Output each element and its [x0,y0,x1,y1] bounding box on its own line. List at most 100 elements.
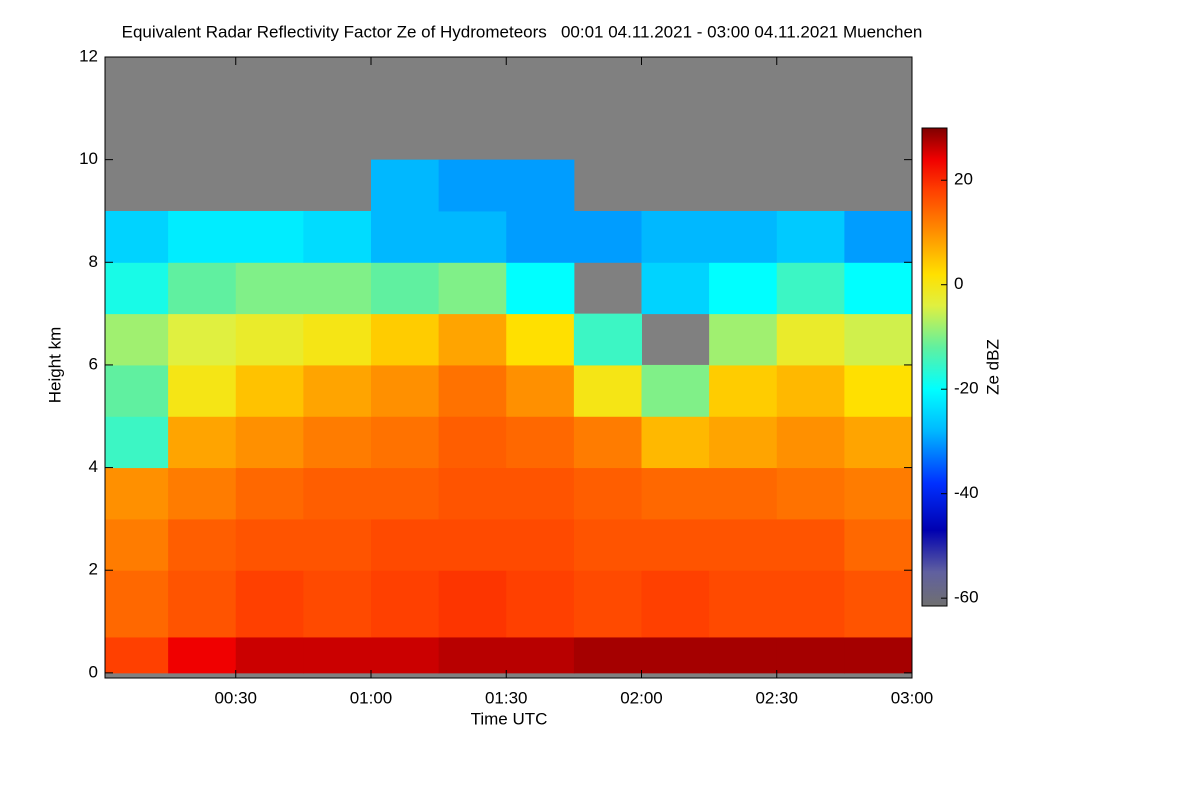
x-tick-label: 02:30 [755,688,798,707]
heatmap-cell [105,313,169,366]
heatmap-cell [573,313,642,366]
heatmap-cell [438,518,507,571]
heatmap-cell [844,364,913,417]
heatmap-cell [105,636,169,674]
heatmap-cell [641,210,710,263]
heatmap-cell [168,636,237,674]
y-tick-label: 8 [89,252,98,271]
heatmap-cell [370,313,440,366]
heatmap-cell [844,262,913,315]
heatmap-cell [776,467,845,520]
heatmap-cell [168,570,237,638]
y-tick-label: 6 [89,354,98,373]
heatmap-cell [370,570,440,638]
heatmap-cell [168,467,237,520]
heatmap-cell [438,570,507,638]
y-tick-label: 10 [79,149,98,168]
colorbar-tick-label: 0 [954,274,963,293]
heatmap-cell [370,518,440,571]
heatmap-cell [506,416,575,469]
heatmap-cell [844,467,913,520]
heatmap-cell [709,262,778,315]
heatmap-cell [573,636,642,674]
heatmap-cell [438,159,507,212]
heatmap-cell [370,159,440,212]
heatmap-cell [235,467,304,520]
colorbar-tick-label: -40 [954,483,979,502]
heatmap-cell [168,313,237,366]
heatmap-cell [105,364,169,417]
heatmap-cell [105,416,169,469]
heatmap-cell [844,636,913,674]
heatmap-cell [573,210,642,263]
heatmap-cell [641,416,710,469]
heatmap-cell [303,467,372,520]
heatmap-cell [709,467,778,520]
heatmap-cell [105,570,169,638]
heatmap-cell [438,416,507,469]
y-tick-label: 4 [89,457,98,476]
heatmap-cell [168,364,237,417]
heatmap-cell [506,636,575,674]
plot-frame [104,56,913,679]
heatmap-cell [303,364,372,417]
heatmap-cell [709,518,778,571]
heatmap-cell [105,262,169,315]
heatmap-cell [641,518,710,571]
heatmap-cell [303,636,372,674]
colorbar-label: Ze dBZ [983,339,1002,395]
x-tick-label: 02:00 [620,688,663,707]
heatmap-cell [438,262,507,315]
heatmap-cell [370,210,440,263]
heatmap-cell [303,518,372,571]
heatmap-cell [573,518,642,571]
y-axis-label: Height km [45,327,64,404]
heatmap-cell [370,364,440,417]
heatmap-cell [844,518,913,571]
heatmap-cell [641,636,710,674]
x-axis-label: Time UTC [471,709,548,728]
heatmap-cell [303,210,372,263]
heatmap-cell [235,518,304,571]
heatmap-cell [573,416,642,469]
heatmap-cell [235,262,304,315]
heatmap-cell [235,210,304,263]
heatmap-cell [105,467,169,520]
x-tick-label: 03:00 [891,688,934,707]
heatmap-cell [709,570,778,638]
y-tick-label: 2 [89,560,98,579]
heatmap-cell [168,518,237,571]
heatmap-cell [709,313,778,366]
heatmap-cell [776,313,845,366]
heatmap-cell [235,636,304,674]
x-tick-label: 00:30 [214,688,257,707]
heatmap-cell [709,636,778,674]
heatmap-cell [370,262,440,315]
heatmap-cell [641,364,710,417]
heatmap-cell [844,416,913,469]
heatmap-cell [506,262,575,315]
heatmap-cell [776,636,845,674]
heatmap-cell [776,262,845,315]
heatmap-cell [105,518,169,571]
heatmap-cell [776,570,845,638]
heatmap-cell [303,416,372,469]
heatmap-cell [641,467,710,520]
heatmap-cell [506,313,575,366]
heatmap-cell [370,636,440,674]
heatmap-cell [506,570,575,638]
heatmap-cell [844,210,913,263]
heatmap-cell [438,636,507,674]
heatmap-cell [438,364,507,417]
x-tick-label: 01:30 [485,688,528,707]
heatmap-cell [776,518,845,571]
heatmap-cell [438,467,507,520]
heatmap-cell [709,364,778,417]
heatmap-cell [709,416,778,469]
heatmap-cell [303,313,372,366]
heatmap-cell [370,467,440,520]
colorbar [921,127,948,607]
heatmap-cell [776,416,845,469]
colorbar-tick-label: -60 [954,588,979,607]
